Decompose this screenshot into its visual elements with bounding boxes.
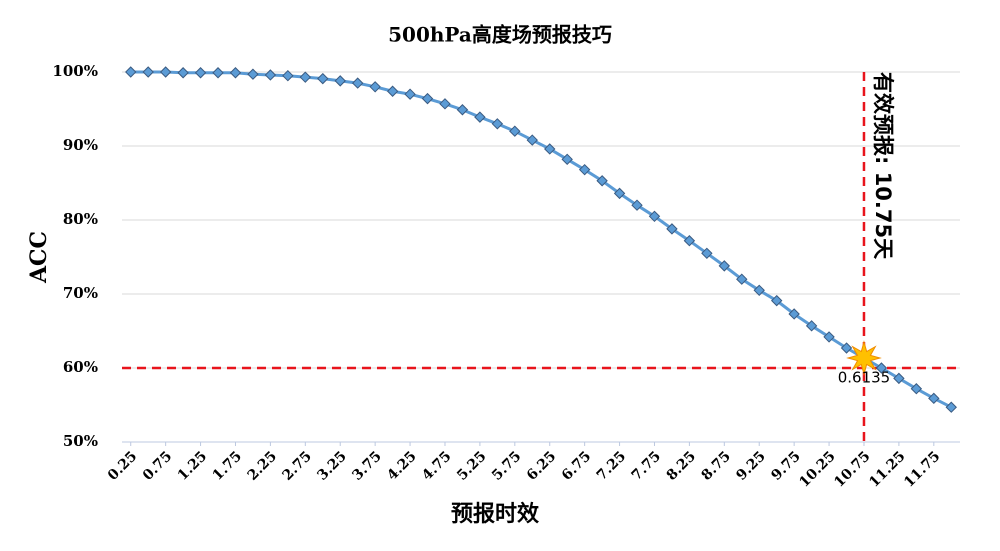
x-tick-label: 6.25: [524, 448, 559, 483]
x-tick-label: 7.75: [629, 448, 664, 483]
chart-title: 500hPa高度场预报技巧: [388, 23, 612, 47]
marker: [561, 153, 573, 166]
marker: [596, 175, 608, 187]
x-tick-label: 11.75: [901, 448, 943, 490]
marker: [264, 69, 277, 81]
marker: [736, 273, 748, 285]
marker: [893, 372, 905, 385]
marker: [683, 235, 696, 247]
marker: [386, 85, 399, 97]
y-axis-title: ACC: [26, 231, 52, 284]
y-tick-label: 50%: [63, 432, 98, 450]
y-tick-label: 60%: [63, 358, 98, 376]
marker: [945, 401, 957, 413]
x-tick-label: 4.25: [384, 448, 419, 483]
marker: [212, 67, 224, 79]
marker: [369, 81, 381, 93]
marker: [631, 199, 643, 211]
x-tick-label: 0.75: [140, 448, 175, 483]
x-axis-title: 预报时效: [451, 501, 539, 527]
marker: [578, 163, 591, 176]
marker: [125, 66, 137, 78]
marker: [770, 294, 783, 307]
y-tick-label: 70%: [63, 284, 98, 302]
marker: [334, 75, 346, 87]
x-tick-label: 10.25: [796, 448, 838, 490]
x-tick-label: 2.25: [245, 448, 280, 483]
marker: [526, 134, 538, 146]
marker: [177, 67, 189, 79]
marker: [317, 72, 329, 85]
x-tick-label: 8.75: [699, 448, 734, 483]
marker: [421, 92, 434, 105]
x-tick-label: 8.25: [664, 448, 699, 483]
data-label: 0.6135: [838, 369, 891, 387]
marker: [840, 342, 853, 354]
x-tick-label: 3.25: [314, 448, 349, 483]
marker: [666, 223, 678, 235]
marker: [491, 118, 504, 130]
marker: [351, 77, 364, 89]
marker: [544, 143, 556, 155]
x-tick-label: 0.25: [105, 448, 140, 483]
marker: [928, 392, 940, 405]
x-tick-label: 5.25: [454, 448, 489, 483]
y-tick-label: 100%: [52, 62, 98, 80]
marker: [823, 331, 835, 343]
marker: [753, 284, 765, 297]
marker: [648, 210, 661, 223]
marker: [439, 98, 451, 110]
x-tick-label: 11.25: [866, 448, 908, 490]
marker: [509, 125, 521, 137]
marker: [474, 111, 486, 123]
x-tick-label: 1.75: [210, 448, 245, 483]
x-tick-label: 2.75: [280, 448, 315, 483]
marker: [613, 187, 626, 200]
marker: [875, 362, 888, 374]
marker: [159, 66, 172, 78]
y-tick-label: 80%: [63, 210, 98, 228]
x-tick-label: 10.75: [831, 448, 873, 490]
marker: [299, 71, 312, 83]
marker: [805, 320, 818, 332]
marker: [456, 104, 469, 116]
marker: [194, 67, 207, 79]
marker: [718, 260, 731, 272]
marker: [910, 383, 923, 395]
x-tick-label: 4.75: [419, 448, 454, 483]
annotation: 有效预报: 10.75天: [871, 72, 895, 260]
marker: [282, 69, 294, 82]
marker: [404, 88, 416, 100]
marker: [229, 67, 242, 79]
y-tick-label: 90%: [63, 136, 98, 154]
marker: [701, 247, 713, 260]
x-tick-label: 6.75: [559, 448, 594, 483]
highlight-marker: [846, 340, 882, 376]
x-tick-label: 9.25: [733, 448, 768, 483]
marker: [142, 66, 154, 78]
marker: [788, 308, 800, 320]
x-tick-label: 1.25: [175, 448, 210, 483]
data-line: [130, 70, 952, 409]
marker: [247, 68, 259, 80]
x-tick-label: 7.25: [594, 448, 629, 483]
x-tick-label: 5.75: [489, 448, 524, 483]
x-tick-label: 3.75: [349, 448, 384, 483]
